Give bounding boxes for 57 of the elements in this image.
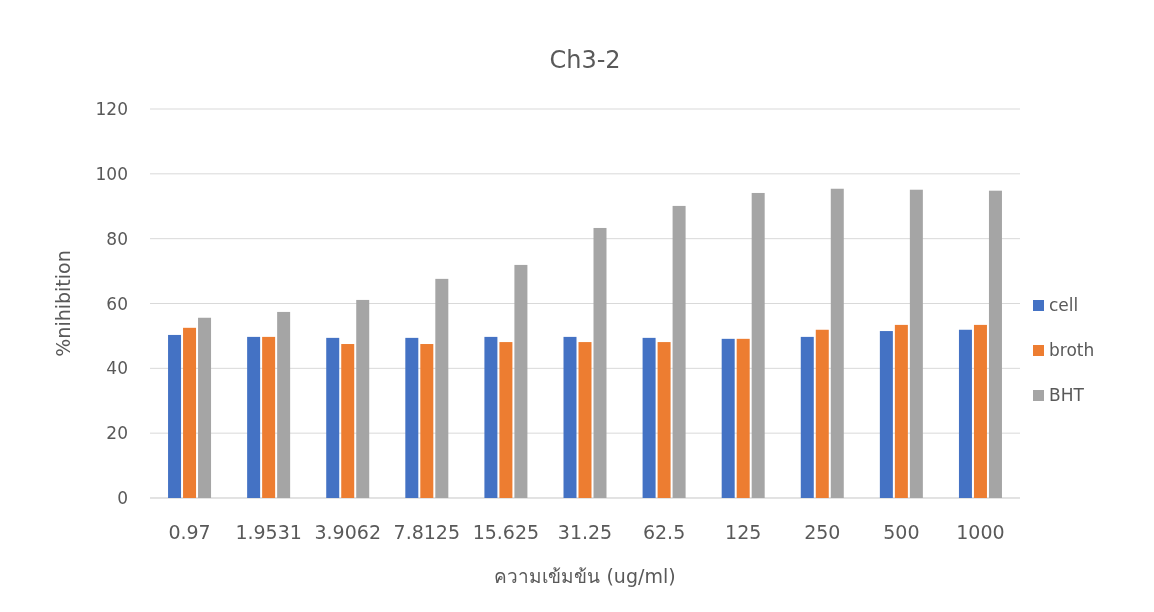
legend-label: cell [1049, 295, 1079, 315]
legend-label: broth [1049, 340, 1095, 360]
x-tick-label: 0.97 [168, 521, 211, 543]
bar [830, 188, 844, 498]
y-tick-label: 120 [95, 99, 128, 119]
x-axis-title: ความเข้มข้น (ug/ml) [494, 565, 676, 587]
x-tick-label: 15.625 [472, 521, 540, 543]
bar [988, 190, 1002, 498]
bar [405, 337, 419, 498]
bar [642, 337, 656, 498]
bar [563, 336, 577, 498]
bar [326, 337, 340, 498]
x-tick-label: 125 [725, 521, 762, 543]
x-tick-label: 62.5 [642, 521, 686, 543]
bar [514, 264, 528, 498]
x-tick-label: 500 [883, 521, 920, 543]
x-tick-label: 3.9062 [314, 521, 381, 543]
bar [815, 329, 829, 498]
bar [958, 329, 972, 498]
y-tick-label: 0 [117, 488, 128, 508]
bar [420, 344, 434, 498]
y-tick-label: 100 [95, 163, 128, 184]
bar [879, 331, 893, 498]
bar [751, 192, 765, 498]
bar [909, 189, 923, 498]
bar [435, 278, 449, 498]
bar [247, 336, 261, 498]
bar [262, 336, 276, 498]
x-tick-label: 1.9531 [235, 521, 302, 543]
bar [499, 342, 513, 498]
y-tick-label: 20 [106, 423, 128, 444]
bar [721, 338, 735, 498]
bar [341, 344, 355, 498]
bar [168, 334, 182, 498]
x-tick-label: 1000 [956, 521, 1005, 543]
chart-title: Ch3-2 [549, 46, 621, 74]
bar [800, 336, 814, 498]
bar [183, 327, 197, 498]
bar [657, 342, 671, 498]
bar [578, 342, 592, 498]
bar [356, 299, 370, 498]
bar [277, 311, 291, 498]
bar [973, 324, 987, 498]
y-tick-label: 60 [106, 293, 128, 314]
bar [894, 324, 908, 498]
bar [198, 317, 212, 498]
y-axis-title: %nihibition [52, 250, 74, 357]
bar [672, 205, 686, 498]
y-tick-label: 40 [106, 358, 128, 379]
bar [736, 338, 750, 498]
x-tick-label: 7.8125 [393, 521, 461, 543]
x-tick-label: 250 [804, 521, 841, 543]
bar [593, 227, 607, 498]
y-tick-label: 80 [106, 228, 128, 249]
legend-label: BHT [1049, 385, 1085, 405]
bar [484, 336, 498, 498]
x-tick-label: 31.25 [557, 521, 613, 543]
